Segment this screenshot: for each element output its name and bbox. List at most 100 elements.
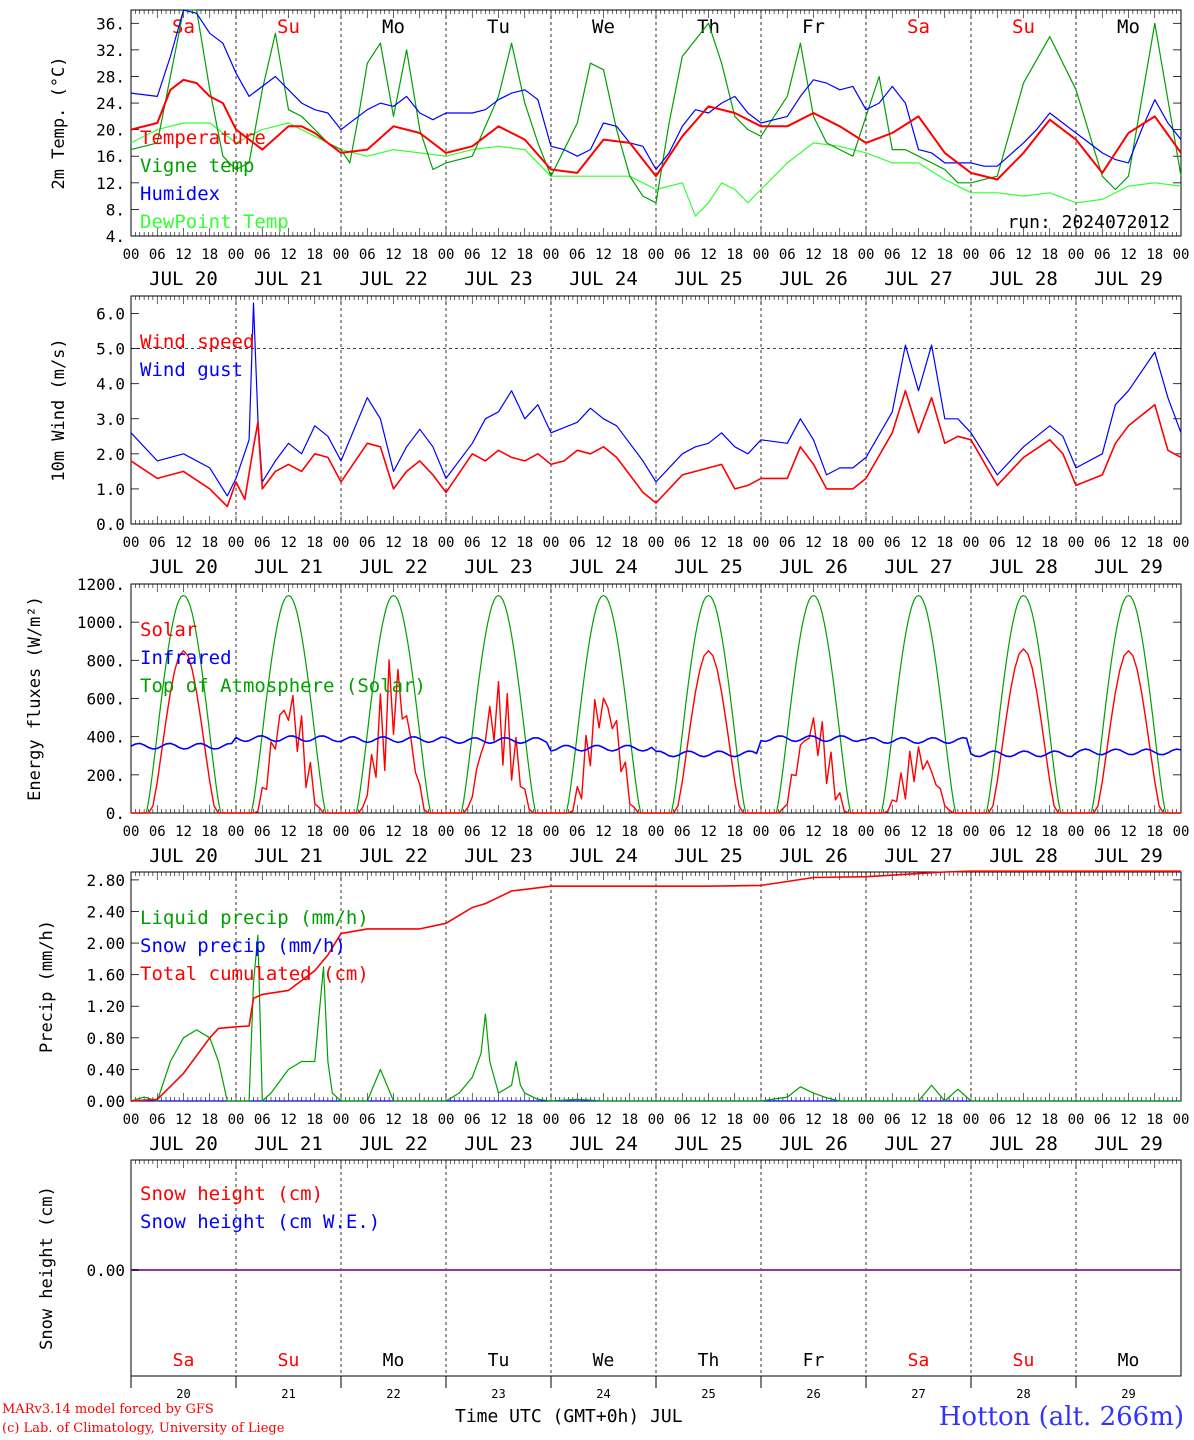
hour-label: 00 [123,1112,140,1128]
hour-label: 06 [359,824,376,840]
hour-label: 06 [464,824,481,840]
hour-label: 18 [1146,1112,1163,1128]
legend-entry: Liquid precip (mm/h) [140,907,369,929]
hour-label: 06 [674,247,691,263]
hour-label: 12 [595,1112,612,1128]
y-tick-label: 0.0 [96,515,125,534]
hour-label: 18 [1041,1112,1058,1128]
day-name-top: Su [1012,16,1035,38]
date-label: JUL 28 [989,556,1058,578]
hour-label: 00 [333,247,350,263]
day-name-top: We [592,16,615,38]
hour-label: 18 [621,1112,638,1128]
hour-label: 18 [621,247,638,263]
hour-label: 06 [779,1112,796,1128]
hour-label: 00 [858,1112,875,1128]
hour-label: 00 [228,535,245,551]
hour-label: 00 [648,1112,665,1128]
hour-label: 06 [1094,535,1111,551]
legend-entry: Snow height (cm) [140,1183,323,1205]
hour-label: 12 [1120,1112,1137,1128]
hour-label: 00 [963,1112,980,1128]
hour-label: 12 [175,1112,192,1128]
hour-label: 00 [1068,535,1085,551]
y-axis-label: 2m Temp. (°C) [49,56,69,189]
date-label: JUL 29 [1094,845,1163,867]
hour-label: 12 [595,535,612,551]
hour-label: 18 [411,247,428,263]
hour-label: 06 [779,824,796,840]
day-name-top: Su [277,16,300,38]
hour-label: 06 [884,247,901,263]
hour-label: 00 [858,535,875,551]
station-label: Hotton (alt. 266m) [938,1402,1184,1432]
date-label: JUL 26 [779,845,848,867]
hour-label: 00 [963,247,980,263]
legend-entry: Snow height (cm W.E.) [140,1211,380,1233]
hour-label: 00 [228,1112,245,1128]
date-label: JUL 22 [359,556,428,578]
hour-label: 12 [280,535,297,551]
run-label: run: 2024072012 [1007,212,1170,233]
date-label: JUL 27 [884,556,953,578]
hour-label: 06 [674,535,691,551]
vigne-temp-line [130,9,1182,204]
date-label: JUL 28 [989,845,1058,867]
hour-label: 18 [1146,247,1163,263]
legend-entry: Solar [140,619,197,641]
hour-label: 00 [648,247,665,263]
y-tick-label: 800. [86,651,125,670]
hour-label: 06 [359,247,376,263]
hour-label: 12 [700,824,717,840]
hour-label: 06 [149,247,166,263]
hour-label: 06 [149,824,166,840]
day-name-bottom: Sa [908,1350,930,1371]
date-label: JUL 24 [569,556,638,578]
wind-gust-line [130,302,1182,497]
y-axis-label: Energy fluxes (W/m²) [25,596,45,801]
hour-label: 00 [333,535,350,551]
day-name-top: Tu [487,16,510,38]
legend-entry: Infrared [140,647,232,669]
hour-label: 18 [621,535,638,551]
y-tick-label: 24. [96,94,125,113]
date-label: JUL 21 [254,556,323,578]
hour-label: 18 [306,535,323,551]
hour-label: 00 [753,535,770,551]
hour-label: 06 [149,535,166,551]
date-label: JUL 22 [359,1133,428,1155]
hour-label: 12 [280,247,297,263]
hour-label: 00 [963,824,980,840]
hour-label: 18 [201,535,218,551]
day-name-top: Mo [382,16,405,38]
date-label: JUL 23 [464,268,533,290]
hour-label: 12 [910,1112,927,1128]
hour-label: 18 [201,824,218,840]
hour-label: 00 [753,824,770,840]
hour-label: 06 [884,1112,901,1128]
y-tick-label: 12. [96,174,125,193]
y-tick-label: 2.40 [86,902,125,921]
hour-label: 00 [963,535,980,551]
y-tick-label: 32. [96,41,125,60]
date-label: JUL 29 [1094,1133,1163,1155]
hour-label: 00 [123,824,140,840]
day-number: 23 [491,1387,505,1401]
date-label: JUL 21 [254,268,323,290]
hour-label: 00 [1068,1112,1085,1128]
hour-label: 12 [280,1112,297,1128]
day-name-top: Fr [802,16,825,38]
hour-label: 18 [1041,824,1058,840]
hour-label: 00 [858,824,875,840]
date-label: JUL 23 [464,1133,533,1155]
day-number: 22 [386,1387,400,1401]
panel-4: 0.00 0.40 0.80 1.20 1.60 2.00 2.40 2.80 Precip (… [37,870,1189,1155]
day-number: 24 [596,1387,610,1401]
hour-label: 06 [569,824,586,840]
hour-label: 12 [805,824,822,840]
hour-label: 06 [674,1112,691,1128]
hour-label: 00 [1173,535,1190,551]
day-number: 25 [701,1387,715,1401]
hour-label: 00 [543,1112,560,1128]
hour-label: 06 [464,1112,481,1128]
